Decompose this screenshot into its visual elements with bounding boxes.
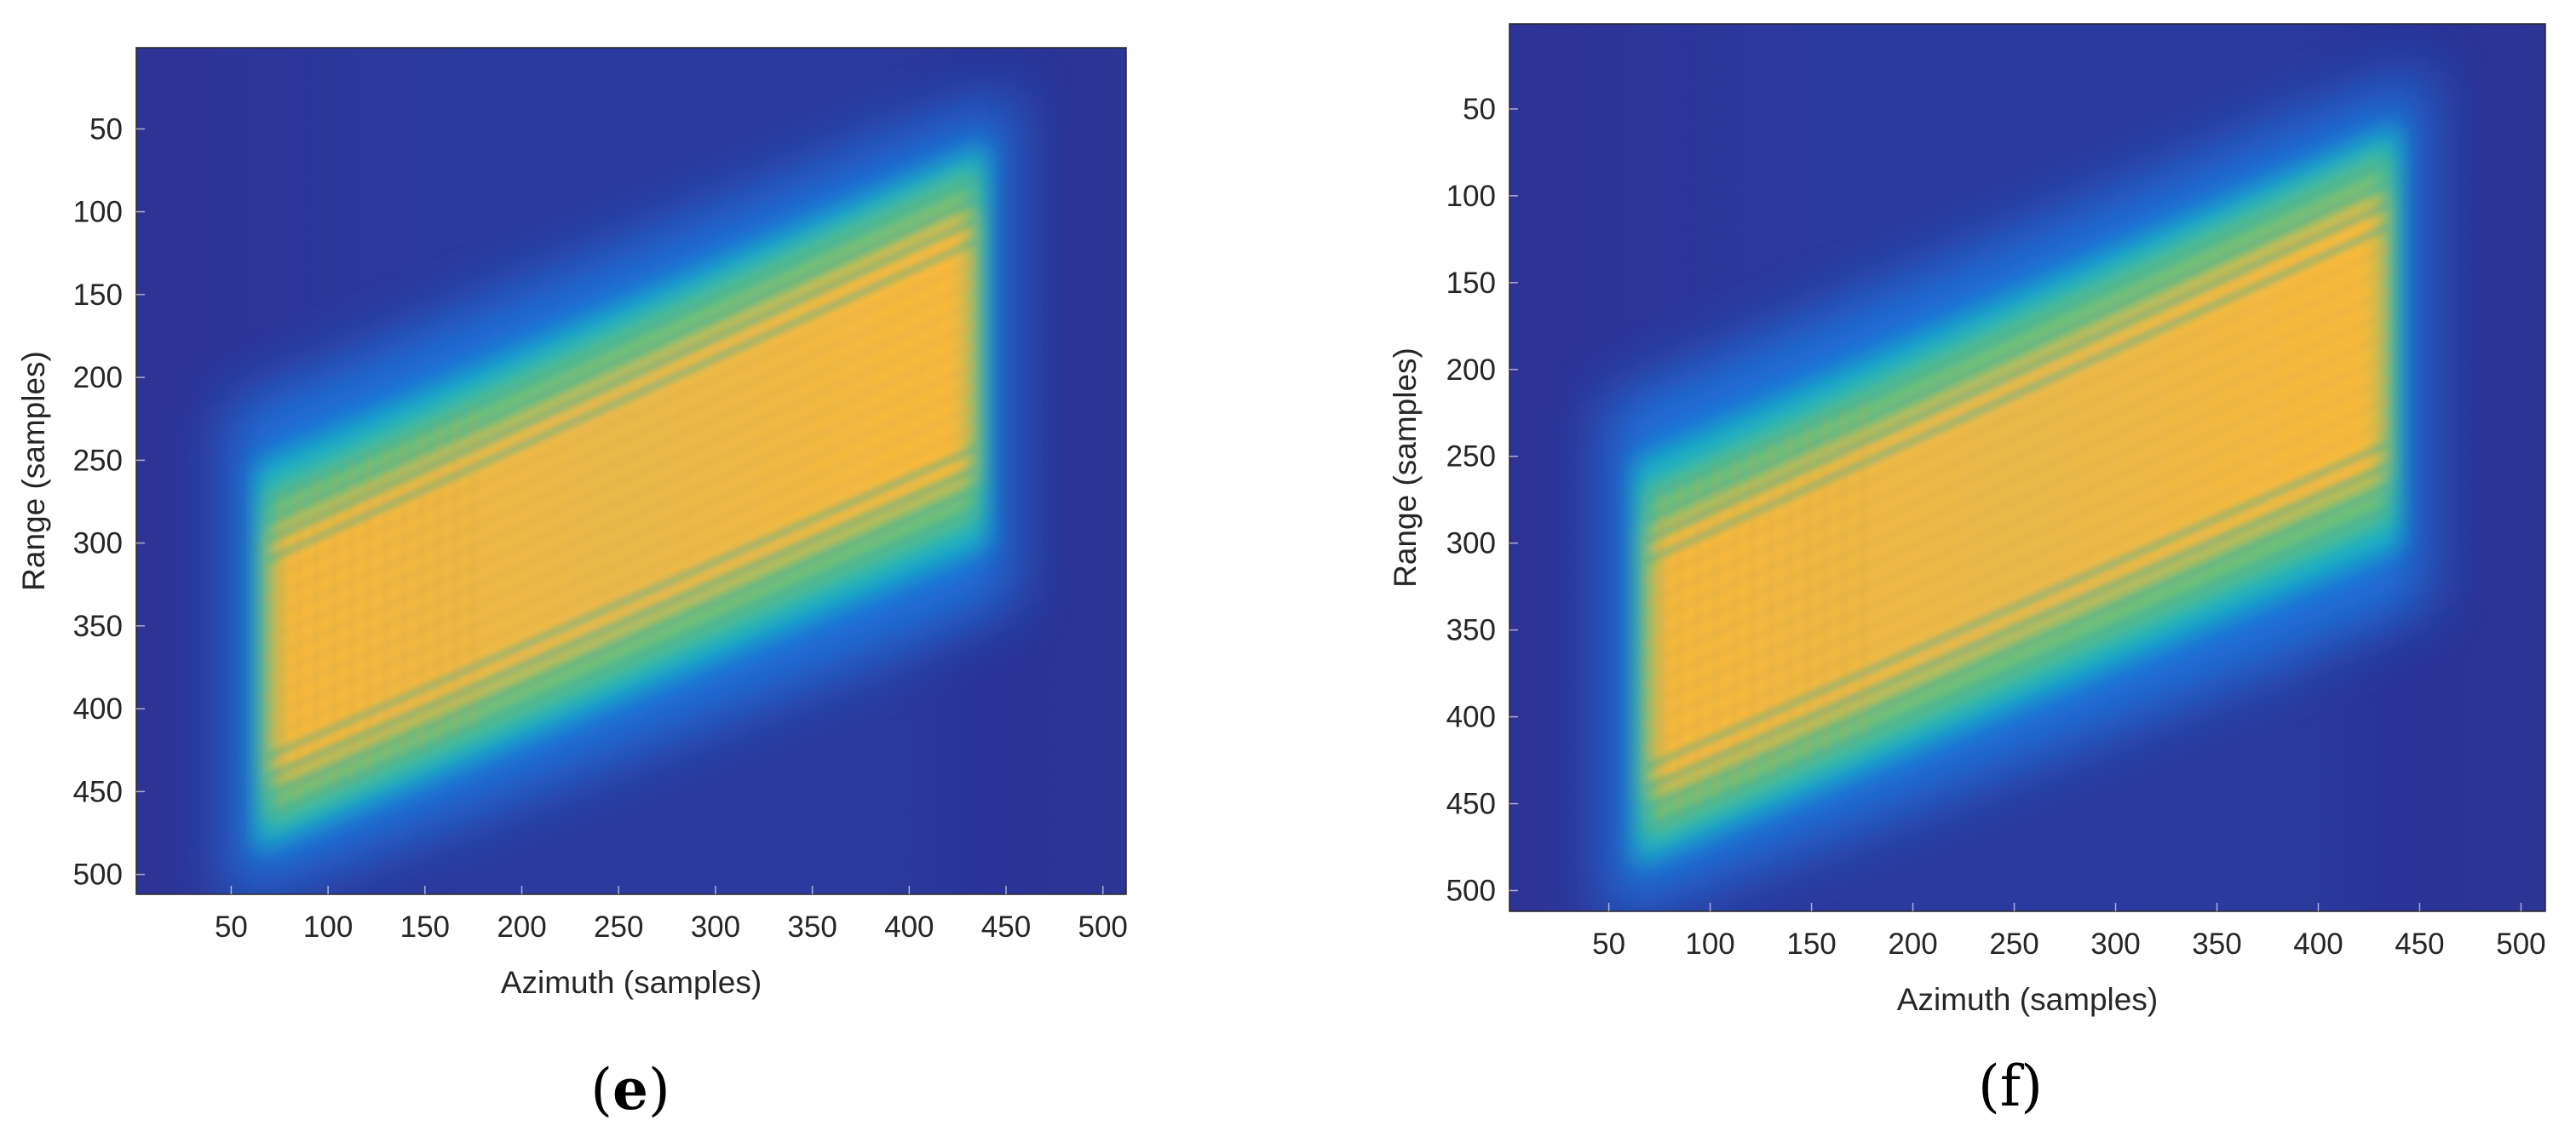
y-tick-label: 50 bbox=[89, 112, 123, 146]
x-axis-label: Azimuth (samples) bbox=[501, 965, 762, 1000]
x-tick-label: 250 bbox=[594, 910, 643, 944]
y-axis-label: Range (samples) bbox=[16, 351, 51, 591]
band-stripe bbox=[265, 405, 978, 720]
band-stripe bbox=[265, 425, 978, 740]
x-tick-label: 400 bbox=[884, 910, 934, 944]
y-tick-label: 150 bbox=[73, 279, 123, 312]
x-tick-label: 400 bbox=[2293, 928, 2343, 961]
y-tick-label: 100 bbox=[1446, 180, 1496, 213]
x-tick-label: 350 bbox=[2192, 928, 2241, 961]
x-tick-label: 50 bbox=[215, 910, 248, 944]
band-stripe bbox=[1644, 354, 2390, 687]
band-core bbox=[272, 208, 972, 787]
band-stripe bbox=[264, 238, 979, 564]
y-tick-label: 250 bbox=[1446, 440, 1496, 474]
band-stripe bbox=[264, 175, 979, 505]
band-stripe bbox=[264, 465, 979, 780]
x-tick-label: 100 bbox=[1685, 928, 1734, 961]
band-stripes bbox=[264, 175, 979, 819]
band-stripe bbox=[1644, 420, 2390, 750]
panel-label: (f) bbox=[1978, 1054, 2043, 1119]
axes-box bbox=[1509, 23, 2546, 912]
y-tick-label: 350 bbox=[73, 610, 123, 643]
band-stripe bbox=[1644, 311, 2390, 646]
heatmap-chart-e: 50 100 150 200 250 300 350 400 450 500 50 100 150 200… bbox=[16, 47, 1128, 1123]
band-stripe bbox=[265, 383, 978, 700]
band-stripe bbox=[1644, 333, 2390, 667]
x-tick-label: 500 bbox=[1078, 910, 1128, 944]
band-core bbox=[1651, 192, 2383, 799]
band-vertical-fringes bbox=[280, 407, 475, 810]
band-stripe bbox=[1643, 158, 2391, 503]
band-stripe bbox=[265, 280, 978, 602]
band-stripe bbox=[265, 322, 978, 641]
x-tick-label: 50 bbox=[1592, 928, 1625, 961]
y-tick-label: 300 bbox=[1446, 527, 1496, 560]
band-stripe bbox=[264, 217, 979, 544]
y-tick-label: 400 bbox=[73, 692, 123, 726]
band-stripe bbox=[1643, 180, 2391, 524]
axes-box bbox=[135, 47, 1127, 895]
x-tick-label: 450 bbox=[2395, 928, 2444, 961]
band-stripe bbox=[1643, 201, 2391, 544]
y-tick-label: 150 bbox=[1446, 267, 1496, 300]
x-tick-label: 100 bbox=[303, 910, 353, 944]
band-stripe bbox=[264, 445, 979, 761]
band-stripe bbox=[1644, 484, 2391, 813]
heatmap-image bbox=[1509, 24, 2545, 911]
figure-panel-e: 50 100 150 200 250 300 350 400 450 500 50 100 150 200… bbox=[16, 47, 1128, 1123]
x-tick-label: 300 bbox=[691, 910, 740, 944]
y-tick-label: 200 bbox=[1446, 353, 1496, 387]
band-stripe bbox=[1644, 462, 2391, 791]
y-tick-label: 450 bbox=[73, 775, 123, 808]
y-tick-label: 200 bbox=[73, 361, 123, 394]
band-stripes bbox=[1643, 158, 2391, 833]
x-tick-label: 200 bbox=[497, 910, 546, 944]
band-stripe bbox=[264, 507, 979, 819]
x-axis-label: Azimuth (samples) bbox=[1897, 982, 2158, 1017]
x-tick-label: 350 bbox=[787, 910, 837, 944]
y-tick-label: 50 bbox=[1463, 93, 1496, 126]
x-tick-label: 500 bbox=[2496, 928, 2545, 961]
y-tick-label: 500 bbox=[1446, 875, 1496, 908]
y-tick-label: 400 bbox=[1446, 701, 1496, 734]
band-stripe bbox=[265, 363, 978, 681]
y-tick-label: 250 bbox=[73, 444, 123, 477]
band-stripe bbox=[265, 342, 978, 661]
band-stripe bbox=[1644, 290, 2390, 625]
x-tick-label: 200 bbox=[1888, 928, 1937, 961]
band-stripe bbox=[1644, 376, 2390, 708]
x-tick-label: 250 bbox=[1989, 928, 2038, 961]
band-stripe bbox=[1644, 246, 2390, 584]
band-stripe bbox=[1644, 267, 2390, 605]
band-stripe bbox=[1643, 223, 2391, 565]
figure-panel-f: 50 100 150 200 250 300 350 400 450 500 50 100 150 200… bbox=[1288, 0, 2576, 1143]
band-stripe bbox=[264, 486, 979, 800]
x-tick-label: 150 bbox=[1786, 928, 1836, 961]
y-tick-label: 450 bbox=[1446, 788, 1496, 821]
band-stripe bbox=[1644, 440, 2391, 771]
panel-label: (e) bbox=[590, 1056, 670, 1123]
x-tick-label: 450 bbox=[981, 910, 1031, 944]
heatmap-image bbox=[136, 48, 1126, 894]
x-tick-label: 300 bbox=[2090, 928, 2140, 961]
y-tick-label: 100 bbox=[73, 196, 123, 229]
band-stripe bbox=[265, 301, 978, 622]
y-axis-label: Range (samples) bbox=[1388, 347, 1423, 588]
band-stripe bbox=[1644, 398, 2390, 728]
y-tick-label: 500 bbox=[73, 859, 123, 892]
x-tick-label: 150 bbox=[400, 910, 450, 944]
y-tick-label: 350 bbox=[1446, 614, 1496, 647]
band-stripe bbox=[1644, 505, 2391, 833]
band-stripe bbox=[264, 196, 979, 525]
band-vertical-fringes bbox=[1659, 400, 1864, 823]
band-stripe bbox=[265, 260, 978, 583]
y-tick-label: 300 bbox=[73, 527, 123, 560]
heatmap-chart-f: 50 100 150 200 250 300 350 400 450 500 50 100 150 200… bbox=[1388, 23, 2546, 1119]
